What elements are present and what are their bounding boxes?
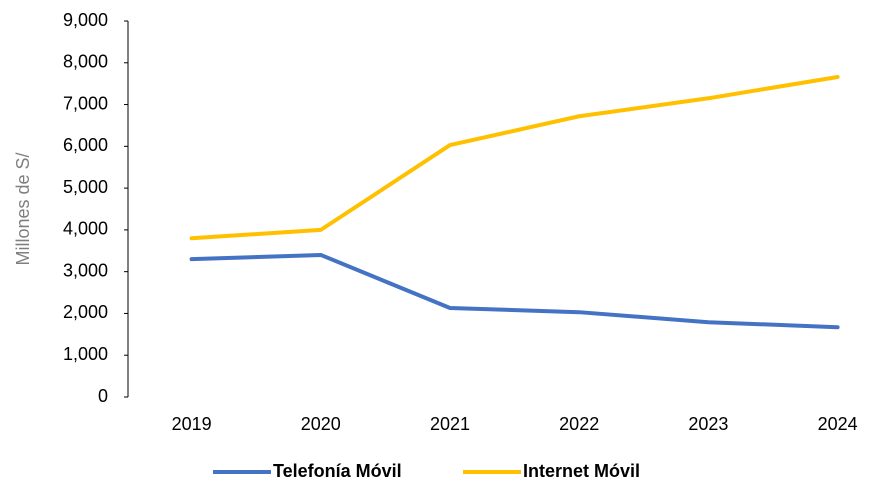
y-tick-label: 6,000 xyxy=(63,135,108,155)
y-tick-label: 1,000 xyxy=(63,344,108,364)
line-series xyxy=(189,74,840,241)
x-tick-label: 2024 xyxy=(818,414,858,434)
y-tick-label: 4,000 xyxy=(63,219,108,239)
y-tick-label: 3,000 xyxy=(63,260,108,280)
x-tick-label: 2022 xyxy=(559,414,599,434)
x-tick-label: 2021 xyxy=(430,414,470,434)
line-series xyxy=(189,252,840,330)
y-tick-label: 0 xyxy=(98,386,108,406)
y-tick-label: 5,000 xyxy=(63,177,108,197)
x-tick-label: 2019 xyxy=(172,414,212,434)
x-tick-label: 2020 xyxy=(301,414,341,434)
x-tick-label: 2023 xyxy=(688,414,728,434)
legend-label: Telefonía Móvil xyxy=(273,461,402,481)
y-tick-label: 2,000 xyxy=(63,302,108,322)
y-tick-label: 8,000 xyxy=(63,52,108,72)
y-tick-label: 9,000 xyxy=(63,10,108,30)
y-axis-label: Millones de S/ xyxy=(13,152,33,265)
y-tick-label: 7,000 xyxy=(63,93,108,113)
legend-label: Internet Móvil xyxy=(523,461,640,481)
